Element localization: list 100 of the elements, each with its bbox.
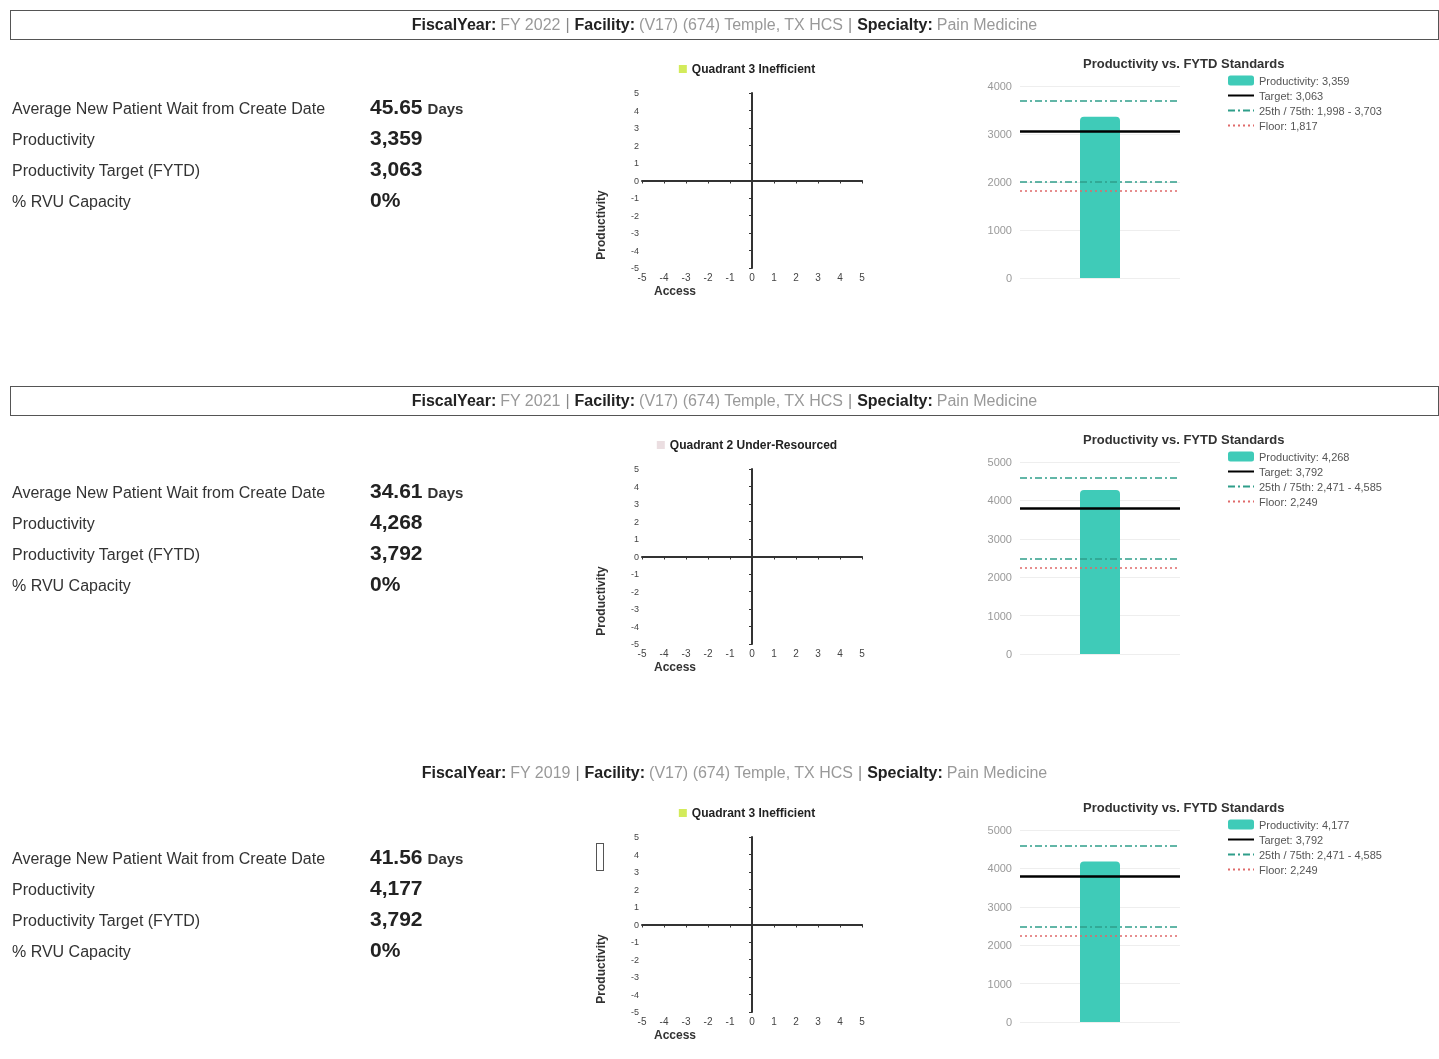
- text: FiscalYear: FY 2019 | Facility: (V17) (674) Temple, TX HCS | Specialty: Pain Medicine: [421, 764, 1048, 782]
- y-tick-label: -2: [630, 586, 639, 597]
- chart-title: Productivity vs. FYTD Standards: [1083, 800, 1285, 815]
- y-tick-label: 1: [633, 902, 639, 912]
- text: 3,063: [370, 157, 423, 181]
- y-tick-label: 1: [633, 534, 639, 544]
- x-tick-label: 3: [815, 647, 822, 659]
- legend-label: Target: 3,792: [1259, 465, 1324, 478]
- y-tick-label: 4000: [987, 80, 1012, 92]
- x-tick-label: 1: [771, 271, 778, 283]
- text: Productivity: [12, 131, 96, 149]
- y-tick-label: -3: [630, 972, 639, 982]
- text: Productivity Target (FYTD): [12, 912, 202, 930]
- legend-label: Floor: 2,249: [1259, 863, 1318, 876]
- text: 0%: [370, 572, 401, 596]
- text: Productivity: [12, 515, 96, 533]
- y-tick-label: 2: [633, 516, 639, 527]
- y-tick-label: 5: [633, 832, 639, 842]
- x-tick-label: 4: [837, 271, 844, 283]
- y-tick-label: 1: [633, 158, 639, 168]
- text: 3,792: [370, 907, 423, 931]
- y-tick-label: 0: [633, 919, 639, 930]
- x-tick-label: 2: [793, 1015, 800, 1027]
- y-tick-label: 2000: [987, 571, 1012, 584]
- text: FiscalYear: FY 2021 | Facility: (V17) (674) Temple, TX HCS | Specialty: Pain Medicine: [411, 392, 1038, 410]
- text: 34.61 Days: [370, 479, 464, 503]
- x-tick-label: 0: [749, 647, 756, 659]
- y-tick-label: -1: [630, 937, 639, 947]
- text: 41.56 Days: [370, 845, 464, 869]
- legend-label: Target: 3,792: [1259, 833, 1324, 846]
- y-tick-label: -3: [630, 228, 639, 238]
- y-tick-label: 4000: [987, 494, 1012, 507]
- y-tick-label: 0: [633, 175, 639, 186]
- x-tick-label: -4: [659, 647, 669, 659]
- x-tick-label: -2: [703, 647, 713, 659]
- y-tick-label: -2: [630, 954, 639, 965]
- y-tick-label: 1000: [987, 224, 1012, 236]
- y-tick-label: -1: [630, 569, 639, 579]
- y-tick-label: 4: [633, 105, 639, 116]
- x-tick-label: -1: [725, 271, 735, 283]
- y-tick-label: -4: [630, 621, 639, 632]
- legend-label: Quadrant 3 Inefficient: [691, 62, 816, 76]
- y-tick-label: 4: [633, 849, 639, 860]
- x-tick-label: -1: [725, 1015, 735, 1027]
- x-tick-label: -4: [659, 271, 669, 283]
- y-tick-label: 3: [633, 867, 639, 877]
- text: Productivity Target (FYTD): [12, 162, 202, 180]
- text: 4,177: [370, 876, 423, 900]
- y-tick-label: 2000: [987, 176, 1012, 188]
- y-tick-label: 2000: [987, 939, 1012, 952]
- y-tick-label: 5: [633, 88, 639, 98]
- legend-label: 25th / 75th: 2,471 - 4,585: [1259, 848, 1382, 861]
- y-tick-label: -5: [630, 1007, 639, 1017]
- x-tick-label: -2: [703, 1015, 713, 1027]
- x-tick-label: -3: [681, 647, 691, 659]
- y-tick-label: 2: [633, 884, 639, 895]
- y-tick-label: 5000: [987, 824, 1012, 836]
- y-tick-label: 5000: [987, 456, 1012, 468]
- x-tick-label: 1: [771, 1015, 778, 1027]
- y-tick-label: 4: [633, 481, 639, 492]
- legend-label: Floor: 2,249: [1259, 495, 1318, 508]
- x-axis-title: Access: [654, 660, 697, 674]
- y-tick-label: 3: [633, 499, 639, 509]
- x-axis-title: Access: [654, 284, 697, 298]
- text: Productivity: [12, 881, 96, 899]
- y-tick-label: -5: [630, 639, 639, 649]
- y-tick-label: 3: [633, 123, 639, 133]
- y-tick-label: 3000: [987, 128, 1012, 140]
- text: 45.65 Days: [370, 95, 464, 119]
- y-axis-title: Productivity: [594, 565, 608, 638]
- x-tick-label: 3: [815, 271, 822, 283]
- y-tick-label: -2: [630, 210, 639, 221]
- text: % RVU Capacity: [12, 577, 132, 595]
- x-tick-label: -3: [681, 1015, 691, 1027]
- x-tick-label: 5: [859, 271, 866, 283]
- legend-label: Target: 3,063: [1259, 89, 1324, 102]
- legend-label: Quadrant 2 Under-Resourced: [669, 438, 838, 452]
- text: Average New Patient Wait from Create Date: [12, 850, 327, 868]
- y-tick-label: 4000: [987, 862, 1012, 875]
- y-tick-label: -4: [630, 245, 639, 256]
- y-tick-label: 3000: [987, 532, 1012, 545]
- x-tick-label: 2: [793, 647, 800, 659]
- x-tick-label: 3: [815, 1015, 822, 1027]
- y-tick-label: 2: [633, 140, 639, 151]
- legend-label: Quadrant 3 Inefficient: [691, 806, 816, 820]
- x-tick-label: 2: [793, 271, 800, 283]
- text: 0%: [370, 938, 401, 962]
- x-tick-label: -1: [725, 647, 735, 659]
- y-tick-label: 0: [633, 551, 639, 562]
- legend-label: Floor: 1,817: [1259, 119, 1318, 132]
- chart-title: Productivity vs. FYTD Standards: [1083, 432, 1285, 447]
- y-tick-label: 1000: [987, 977, 1012, 990]
- text: 4,268: [370, 510, 423, 534]
- x-tick-label: 4: [837, 1015, 844, 1027]
- text: 0%: [370, 188, 401, 212]
- x-tick-label: 0: [749, 1015, 756, 1027]
- y-tick-label: 5: [633, 464, 639, 474]
- text: 3,792: [370, 541, 423, 565]
- y-tick-label: -4: [630, 989, 639, 1000]
- text: % RVU Capacity: [12, 193, 132, 211]
